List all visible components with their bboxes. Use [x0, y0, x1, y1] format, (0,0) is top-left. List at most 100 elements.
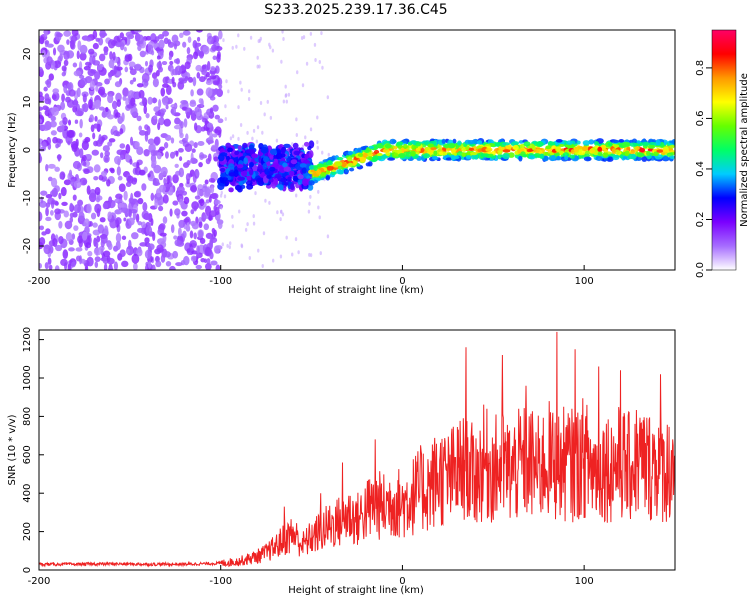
heatmap-cell: [271, 48, 275, 53]
heatmap-cell: [210, 185, 215, 194]
heatmap-cell: [77, 235, 83, 244]
heatmap-cell: [63, 59, 69, 67]
heatmap-cell: [204, 179, 209, 185]
heatmap-cell: [183, 218, 190, 223]
heatmap-cell: [307, 184, 314, 191]
heatmap-cell: [153, 136, 161, 146]
heatmap-cell: [83, 65, 91, 71]
heatmap-cell: [452, 155, 460, 160]
heatmap-cell: [180, 121, 184, 129]
colorbar-tick-label: 0.4: [695, 161, 706, 177]
heatmap-cell: [244, 227, 248, 232]
heatmap-cell: [77, 40, 82, 51]
heatmap-cell: [50, 115, 57, 122]
heatmap-cell: [63, 50, 70, 61]
heatmap-cell: [95, 37, 100, 42]
heatmap-cell: [44, 40, 50, 45]
heatmap-cell: [570, 149, 575, 155]
heatmap-cell: [217, 118, 224, 124]
heatmap-cell: [99, 217, 106, 223]
heatmap-cell: [282, 162, 288, 168]
heatmap-cell: [79, 52, 87, 61]
heatmap-cell: [327, 152, 330, 157]
heatmap-cell: [212, 104, 219, 112]
heatmap-cell: [613, 144, 620, 148]
heatmap-cell: [107, 242, 113, 251]
heatmap-cell: [51, 106, 60, 116]
heatmap-cell: [108, 138, 116, 143]
heatmap-cell: [98, 133, 102, 144]
heatmap-cell: [144, 60, 149, 67]
heatmap-cell: [327, 156, 336, 162]
heatmap-cell: [169, 60, 174, 66]
heatmap-cell: [297, 179, 303, 186]
heatmap-cell: [308, 180, 315, 186]
heatmap-cell: [43, 30, 48, 38]
colorbar-tick-label: 0.6: [695, 110, 706, 126]
heatmap-cell: [152, 181, 161, 186]
snr-y-axis-label: SNR (10 * v/v): [7, 414, 18, 485]
heatmap-cell: [603, 148, 609, 153]
heatmap-cell: [169, 208, 173, 217]
heatmap-cell: [152, 77, 159, 88]
heatmap-cell: [465, 155, 472, 160]
heatmap-cell: [214, 199, 221, 205]
heatmap-cell: [271, 258, 275, 263]
heatmap-cell: [211, 192, 219, 200]
heatmap-cell: [307, 145, 312, 151]
heatmap-cell: [86, 256, 94, 267]
heatmap-cell: [234, 184, 242, 191]
heatmap-cell: [52, 238, 58, 247]
heatmap-cell: [93, 164, 101, 173]
heatmap-cell: [251, 153, 259, 159]
heatmap-cell: [266, 174, 272, 179]
heatmap-cell: [251, 136, 254, 141]
heatmap-cell: [655, 139, 661, 146]
heatmap-cell: [582, 140, 590, 146]
heatmap-cell: [116, 99, 122, 107]
heatmap-cell: [313, 165, 319, 169]
heatmap-cell: [186, 248, 191, 253]
heatmap-cell: [431, 156, 438, 160]
heatmap-cell: [268, 200, 271, 205]
heatmap-cell: [393, 146, 398, 150]
heatmap-cell: [281, 212, 285, 217]
y-tick-label: 0: [22, 567, 33, 573]
heatmap-cell: [291, 252, 294, 257]
heatmap-cell: [162, 216, 168, 224]
colorbar-label: Normalized spectral amplitude: [739, 73, 750, 227]
heatmap-cell: [147, 243, 155, 251]
heatmap-cell: [119, 128, 124, 135]
heatmap-cell: [44, 262, 49, 270]
heatmap-cell: [50, 177, 58, 188]
heatmap-cell: [238, 209, 241, 214]
heatmap-cell: [50, 130, 57, 136]
heatmap-cell: [173, 235, 178, 240]
heatmap-cell: [189, 230, 194, 239]
heatmap-cell: [528, 155, 536, 160]
heatmap-cell: [115, 240, 121, 251]
heatmap-cell: [316, 115, 319, 120]
heatmap-cell: [607, 142, 613, 147]
heatmap-cell: [184, 76, 189, 82]
heatmap-cell: [65, 96, 71, 103]
heatmap-cell: [300, 36, 304, 41]
heatmap-cell: [266, 99, 269, 104]
heatmap-cell: [154, 111, 162, 116]
heatmap-cell: [318, 215, 321, 220]
heatmap-cell: [287, 92, 291, 97]
heatmap-cell: [45, 207, 49, 217]
heatmap-cell: [172, 200, 179, 206]
heatmap-cell: [57, 44, 65, 53]
heatmap-cell: [68, 169, 73, 178]
heatmap-cell: [64, 220, 73, 230]
y-tick-label: 1200: [22, 327, 33, 352]
heatmap-cell: [190, 209, 195, 215]
heatmap-cell: [83, 218, 90, 228]
heatmap-cell: [275, 152, 283, 160]
heatmap-cell: [536, 141, 544, 147]
heatmap-cell: [145, 35, 152, 41]
heatmap-cell: [75, 255, 82, 262]
heatmap-cell: [282, 99, 286, 104]
